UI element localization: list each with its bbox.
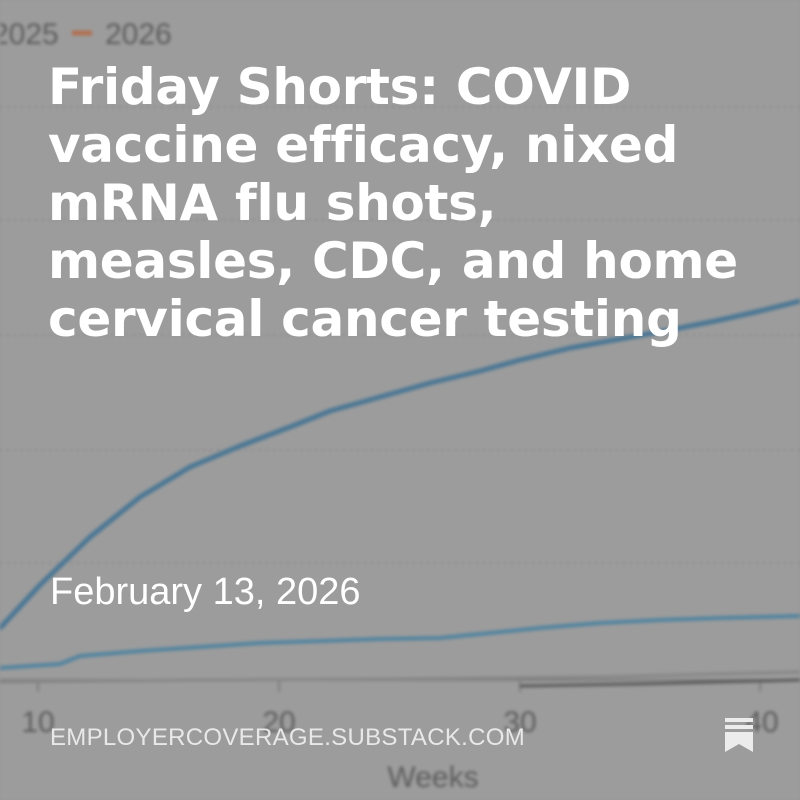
legend-label-2025: 2025 [0, 18, 59, 51]
post-title[interactable]: Friday Shorts: COVID vaccine efficacy, n… [48, 58, 738, 348]
bookmark-icon[interactable] [724, 718, 754, 752]
series-line-baseline-dark [519, 678, 800, 688]
legend-label-2026: 2026 [105, 18, 172, 51]
publication-domain[interactable]: EMPLOYERCOVERAGE.SUBSTACK.COM [50, 724, 526, 751]
x-tick-label: 10 [21, 706, 54, 739]
series-line-upper [0, 298, 800, 631]
x-tick-label: 20 [262, 706, 295, 739]
series-line-baseline [0, 670, 800, 684]
series-line-lower [0, 614, 800, 670]
x-axis-label: Weeks [387, 761, 478, 794]
post-date: February 13, 2026 [50, 571, 361, 613]
x-tick-label: 30 [503, 706, 536, 739]
